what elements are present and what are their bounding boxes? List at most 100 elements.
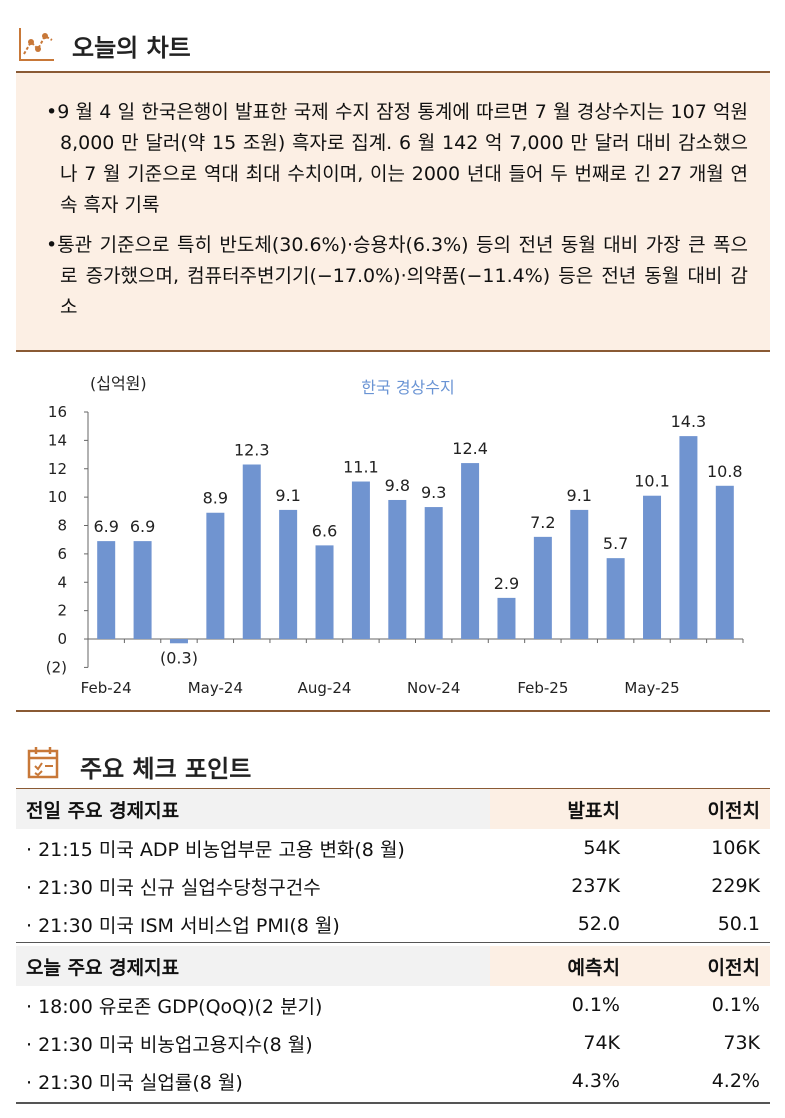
y-tick-label: 16 <box>48 403 67 421</box>
x-tick-label: Feb-25 <box>517 679 568 697</box>
indicator-cell: · 18:00 유로존 GDP(QoQ)(2 분기) <box>26 995 323 1018</box>
y-tick-label: 6 <box>57 545 67 563</box>
column-header: 발표치 <box>490 789 630 829</box>
section-title: 주요 체크 포인트 <box>80 755 252 783</box>
table-row: · 21:30 미국 ISM 서비스업 PMI(8 월) 52.0 50.1 <box>16 905 770 943</box>
table-row: · 21:30 미국 비농업고용지수(8 월) 74K 73K <box>16 1024 770 1062</box>
table-row: · 21:15 미국 ADP 비농업부문 고용 변화(8 월) 54K 106K <box>16 829 770 867</box>
value-cell: 74K <box>583 1032 620 1054</box>
value-cell: 4.3% <box>571 1070 620 1092</box>
data-label: 9.1 <box>275 486 300 505</box>
y-axis-label: (십억원) <box>90 374 147 393</box>
bar <box>570 509 589 640</box>
value-cell: 0.1% <box>571 994 620 1016</box>
y-tick-label: 8 <box>57 517 67 535</box>
bar <box>461 463 480 640</box>
indicator-cell: · 21:30 미국 실업률(8 월) <box>26 1071 243 1094</box>
data-label: 7.2 <box>530 513 555 532</box>
bar <box>315 545 334 640</box>
bar <box>679 436 698 640</box>
value-cell: 52.0 <box>577 913 620 935</box>
y-tick-label: 10 <box>48 488 67 506</box>
bullet: •9 월 4 일 한국은행이 발표한 국제 수지 잠정 통계에 따르면 7 월 … <box>46 101 748 216</box>
column-header: 이전치 <box>630 946 770 986</box>
bar <box>242 464 261 640</box>
y-tick-label: (2) <box>46 658 67 676</box>
table-row: · 21:30 미국 신규 실업수당청구건수 237K 229K <box>16 867 770 905</box>
bar <box>133 541 152 640</box>
data-label: 11.1 <box>343 458 379 477</box>
table-row: · 18:00 유로존 GDP(QoQ)(2 분기) 0.1% 0.1% <box>16 986 770 1024</box>
bar <box>206 512 225 640</box>
value-cell: 106K <box>711 837 760 859</box>
bar <box>169 639 188 644</box>
bar <box>424 507 443 640</box>
calendar-icon <box>27 747 59 779</box>
data-label: 2.9 <box>494 574 519 593</box>
indicator-cell: · 21:30 미국 ISM 서비스업 PMI(8 월) <box>26 914 340 937</box>
section-title: 오늘의 차트 <box>72 34 191 62</box>
data-label: 12.4 <box>452 439 488 458</box>
value-cell: 0.1% <box>711 994 760 1016</box>
data-label: 10.8 <box>707 462 743 481</box>
chart-title: 한국 경상수지 <box>361 378 454 397</box>
data-label: (0.3) <box>160 648 198 667</box>
column-header: 예측치 <box>490 946 630 986</box>
header-row: 전일 주요 경제지표 발표치 이전치 <box>16 789 770 829</box>
indicator-cell: · 21:30 미국 비농업고용지수(8 월) <box>26 1033 313 1056</box>
data-label: 5.7 <box>603 534 628 553</box>
indicator-table: 전일 주요 경제지표 발표치 이전치 · 21:15 미국 ADP 비농업부문 고용 … <box>16 789 770 943</box>
indicator-cell: · 21:30 미국 신규 실업수당청구건수 <box>26 876 321 899</box>
data-label: 12.3 <box>234 440 270 459</box>
bar <box>97 541 116 640</box>
indicator-cell: · 21:15 미국 ADP 비농업부문 고용 변화(8 월) <box>26 838 405 861</box>
x-tick-label: May-25 <box>624 679 679 697</box>
x-tick-label: Nov-24 <box>407 679 460 697</box>
chart: (십억원) 한국 경상수지 (2) 0 2 4 6 8 10 12 14 16 Feb-24 6.9 6… <box>46 374 744 697</box>
data-label: 6.6 <box>312 521 337 540</box>
chart-icon <box>19 28 54 61</box>
divider <box>16 942 770 943</box>
table-row: · 21:30 미국 실업률(8 월) 4.3% 4.2% <box>16 1062 770 1100</box>
column-header: 전일 주요 경제지표 <box>16 789 490 829</box>
bar <box>388 499 407 640</box>
bar <box>351 481 370 640</box>
bar <box>533 536 552 640</box>
x-tick-label: Aug-24 <box>298 679 352 697</box>
column-header: 이전치 <box>630 789 770 829</box>
data-label: 14.3 <box>671 412 707 431</box>
data-label: 10.1 <box>634 472 670 491</box>
data-label: 6.9 <box>130 517 155 536</box>
summary-box: •9 월 4 일 한국은행이 발표한 국제 수지 잠정 통계에 따르면 7 월 … <box>16 73 770 350</box>
bar <box>497 597 516 640</box>
data-label: 8.9 <box>203 489 228 508</box>
column-header: 오늘 주요 경제지표 <box>16 946 490 986</box>
value-cell: 4.2% <box>711 1070 760 1092</box>
divider <box>16 350 770 352</box>
value-cell: 237K <box>571 875 620 897</box>
indicator-table: 오늘 주요 경제지표 예측치 이전치 · 18:00 유로존 GDP(QoQ)(2 분… <box>16 946 770 1100</box>
bar <box>715 485 734 640</box>
data-label: 9.3 <box>421 483 446 502</box>
y-tick-label: 4 <box>57 573 67 591</box>
divider <box>16 1102 770 1104</box>
x-tick-label: May-24 <box>188 679 243 697</box>
divider <box>16 710 770 712</box>
value-cell: 73K <box>723 1032 760 1054</box>
data-label: 9.1 <box>567 486 592 505</box>
bar <box>606 558 625 640</box>
y-tick-label: 2 <box>57 602 67 620</box>
value-cell: 50.1 <box>717 913 760 935</box>
y-tick-label: 0 <box>57 630 67 648</box>
value-cell: 54K <box>583 837 620 859</box>
data-label: 9.8 <box>385 476 410 495</box>
value-cell: 229K <box>711 875 760 897</box>
data-label: 6.9 <box>93 517 118 536</box>
x-tick-label: Feb-24 <box>81 679 132 697</box>
bar <box>279 509 298 640</box>
bullet: •통관 기준으로 특히 반도체(30.6%)·승용차(6.3%) 등의 전년 동… <box>46 234 748 318</box>
y-tick-label: 14 <box>48 431 67 449</box>
bar <box>643 495 662 640</box>
